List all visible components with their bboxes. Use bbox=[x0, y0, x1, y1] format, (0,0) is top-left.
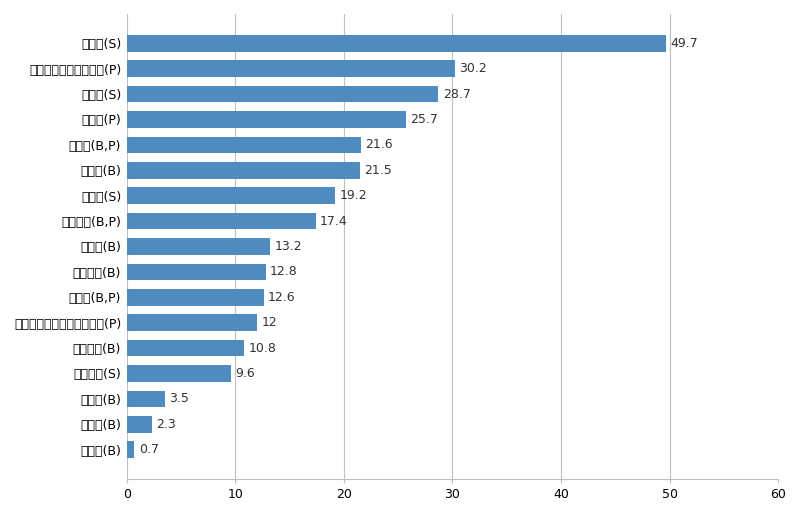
Text: 25.7: 25.7 bbox=[410, 113, 438, 126]
Text: 0.7: 0.7 bbox=[138, 443, 158, 456]
Text: 21.5: 21.5 bbox=[365, 164, 392, 177]
Bar bbox=[126, 391, 165, 407]
Text: 10.8: 10.8 bbox=[248, 341, 276, 355]
Bar bbox=[126, 111, 406, 128]
Bar bbox=[126, 264, 266, 280]
Text: 17.4: 17.4 bbox=[320, 215, 348, 228]
Bar bbox=[126, 60, 454, 77]
Text: 13.2: 13.2 bbox=[274, 240, 302, 253]
Bar bbox=[126, 238, 270, 255]
Text: 21.6: 21.6 bbox=[366, 139, 393, 151]
Text: 28.7: 28.7 bbox=[442, 88, 470, 100]
Bar bbox=[126, 315, 257, 331]
Bar bbox=[126, 136, 362, 153]
Bar bbox=[126, 35, 666, 52]
Bar bbox=[126, 86, 438, 102]
Bar bbox=[126, 162, 360, 179]
Text: 12.6: 12.6 bbox=[268, 291, 295, 304]
Bar bbox=[126, 213, 316, 229]
Text: 19.2: 19.2 bbox=[339, 189, 367, 202]
Text: 3.5: 3.5 bbox=[169, 392, 189, 405]
Bar bbox=[126, 416, 152, 433]
Bar bbox=[126, 441, 134, 458]
Text: 30.2: 30.2 bbox=[459, 62, 486, 75]
Text: 9.6: 9.6 bbox=[235, 367, 255, 380]
Text: 49.7: 49.7 bbox=[670, 37, 698, 50]
Bar bbox=[126, 289, 263, 305]
Bar bbox=[126, 187, 335, 204]
Text: 12.8: 12.8 bbox=[270, 265, 298, 279]
Bar bbox=[126, 340, 244, 356]
Text: 2.3: 2.3 bbox=[156, 418, 176, 431]
Bar bbox=[126, 365, 231, 382]
Text: 12: 12 bbox=[262, 316, 277, 329]
